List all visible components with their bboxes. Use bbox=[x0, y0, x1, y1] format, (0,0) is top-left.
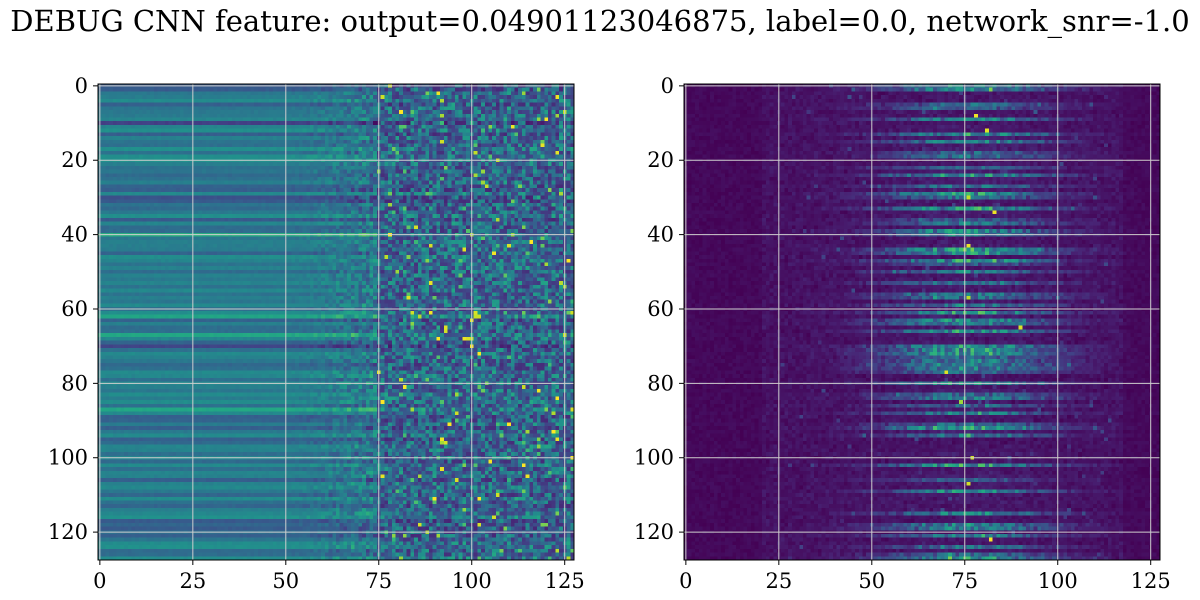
y-tick-label: 80 bbox=[647, 371, 674, 395]
y-tick-label: 120 bbox=[634, 520, 674, 544]
x-tick-label: 0 bbox=[679, 569, 692, 593]
y-tick-label: 20 bbox=[647, 148, 674, 172]
y-tick-label: 40 bbox=[61, 223, 88, 247]
left-heatmap-panel: 0 25 50 75 100 125 0 20 40 60 80 100 120 bbox=[48, 74, 585, 593]
x-tick-label: 125 bbox=[545, 569, 585, 593]
x-tick-label: 25 bbox=[179, 569, 206, 593]
heatmap-image bbox=[98, 84, 574, 560]
y-tick-label: 60 bbox=[647, 297, 674, 321]
figure-title: DEBUG CNN feature: output=0.049011230468… bbox=[10, 4, 1190, 38]
right-heatmap-panel: 0 25 50 75 100 125 0 20 40 60 80 100 120 bbox=[634, 74, 1171, 593]
x-tick-label: 50 bbox=[858, 569, 885, 593]
axes-frame bbox=[97, 83, 575, 561]
x-tick-label: 75 bbox=[951, 569, 978, 593]
y-tick-label: 80 bbox=[61, 371, 88, 395]
x-tick-label: 100 bbox=[452, 569, 492, 593]
y-tick-label: 0 bbox=[75, 74, 88, 98]
y-tick-label: 60 bbox=[61, 297, 88, 321]
y-tick-label: 120 bbox=[48, 520, 88, 544]
y-tick-label: 40 bbox=[647, 223, 674, 247]
y-tick-label: 20 bbox=[61, 148, 88, 172]
y-tick-label: 100 bbox=[48, 446, 88, 470]
axes-frame bbox=[683, 83, 1161, 561]
x-tick-label: 100 bbox=[1038, 569, 1078, 593]
x-tick-label: 0 bbox=[93, 569, 106, 593]
x-tick-label: 25 bbox=[765, 569, 792, 593]
x-tick-label: 50 bbox=[272, 569, 299, 593]
x-tick-label: 75 bbox=[365, 569, 392, 593]
x-tick-label: 125 bbox=[1131, 569, 1171, 593]
y-tick-label: 100 bbox=[634, 446, 674, 470]
y-tick-label: 0 bbox=[661, 74, 674, 98]
heatmap-image bbox=[684, 84, 1160, 560]
